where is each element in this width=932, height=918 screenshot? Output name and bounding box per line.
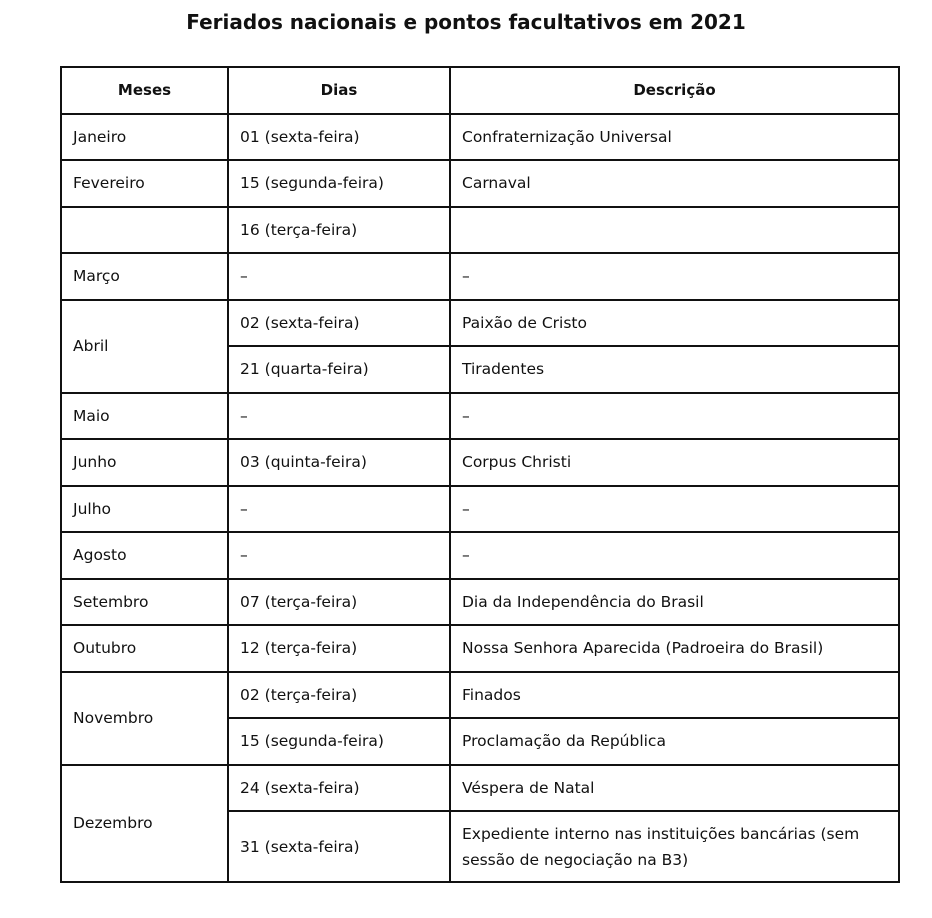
month-cell: Março xyxy=(60,252,229,301)
table-row: Dezembro 24 (sexta-feira) Véspera de Nat… xyxy=(60,763,900,883)
month-cell: Fevereiro xyxy=(60,159,229,208)
table-row: Fevereiro 15 (segunda-feira) Carnaval xyxy=(60,159,900,208)
month-cell: Abril xyxy=(60,298,229,394)
description-cell: Corpus Christi xyxy=(449,438,900,487)
month-cell: Janeiro xyxy=(60,112,229,161)
description-cell: Carnaval xyxy=(449,159,900,208)
table-row: 16 (terça-feira) xyxy=(60,205,900,254)
holidays-table: Meses Dias Descrição Janeiro 01 (sexta-f… xyxy=(60,66,900,883)
day-cell: 03 (quinta-feira) xyxy=(227,438,451,487)
month-cell: Julho xyxy=(60,484,229,533)
day-cell: 02 (sexta-feira) xyxy=(227,298,451,347)
description-cell: – xyxy=(449,484,900,533)
month-cell: Agosto xyxy=(60,531,229,580)
month-cell xyxy=(60,205,229,254)
day-cell: – xyxy=(227,531,451,580)
day-cell: 01 (sexta-feira) xyxy=(227,112,451,161)
day-cell: 24 (sexta-feira) xyxy=(227,763,451,812)
table-row: 21 (quarta-feira) Tiradentes xyxy=(61,345,900,394)
description-cell: Finados xyxy=(449,670,900,719)
description-cell: – xyxy=(449,252,900,301)
table-row: Maio – – xyxy=(60,391,900,440)
description-cell xyxy=(449,205,900,254)
table-row: Janeiro 01 (sexta-feira) Confraternizaçã… xyxy=(60,112,900,161)
table-row: Outubro 12 (terça-feira) Nossa Senhora A… xyxy=(60,624,900,673)
table-row: Março – – xyxy=(60,252,900,301)
table-row: 15 (segunda-feira) Proclamação da Repúbl… xyxy=(61,717,900,766)
table-row: 31 (sexta-feira) Expediente interno nas … xyxy=(61,810,900,883)
month-cell: Dezembro xyxy=(60,763,229,883)
table-row: Julho – – xyxy=(60,484,900,533)
description-cell: Tiradentes xyxy=(449,345,900,394)
description-cell: – xyxy=(449,531,900,580)
day-cell: 31 (sexta-feira) xyxy=(227,810,451,883)
month-cell: Junho xyxy=(60,438,229,487)
description-cell: Dia da Independência do Brasil xyxy=(449,577,900,626)
table-row: Setembro 07 (terça-feira) Dia da Indepen… xyxy=(60,577,900,626)
table-row: Junho 03 (quinta-feira) Corpus Christi xyxy=(60,438,900,487)
table-row: Abril 02 (sexta-feira) Paixão de Cristo xyxy=(60,298,900,394)
document-title: Feriados nacionais e pontos facultativos… xyxy=(186,10,746,34)
day-cell: 12 (terça-feira) xyxy=(227,624,451,673)
day-cell: 15 (segunda-feira) xyxy=(227,717,451,766)
month-cell: Novembro xyxy=(60,670,229,766)
day-cell: 15 (segunda-feira) xyxy=(227,159,451,208)
table-row: Novembro 02 (terça-feira) Finados xyxy=(60,670,900,766)
description-cell: Proclamação da República xyxy=(449,717,900,766)
description-cell: – xyxy=(449,391,900,440)
description-cell: Véspera de Natal xyxy=(449,763,900,812)
month-cell: Outubro xyxy=(60,624,229,673)
table-row: Agosto – – xyxy=(60,531,900,580)
day-cell: – xyxy=(227,391,451,440)
day-cell: 21 (quarta-feira) xyxy=(227,345,451,394)
header-description: Descrição xyxy=(449,66,900,115)
description-cell: Paixão de Cristo xyxy=(449,298,900,347)
description-cell: Confraternização Universal xyxy=(449,112,900,161)
header-row: Meses Dias Descrição xyxy=(60,66,900,115)
month-cell: Maio xyxy=(60,391,229,440)
description-cell: Expediente interno nas instituições banc… xyxy=(449,810,900,883)
day-cell: 02 (terça-feira) xyxy=(227,670,451,719)
day-cell: 07 (terça-feira) xyxy=(227,577,451,626)
day-cell: 16 (terça-feira) xyxy=(227,205,451,254)
day-cell: – xyxy=(227,484,451,533)
header-days: Dias xyxy=(227,66,451,115)
month-cell: Setembro xyxy=(60,577,229,626)
description-cell: Nossa Senhora Aparecida (Padroeira do Br… xyxy=(449,624,900,673)
header-months: Meses xyxy=(60,66,229,115)
day-cell: – xyxy=(227,252,451,301)
